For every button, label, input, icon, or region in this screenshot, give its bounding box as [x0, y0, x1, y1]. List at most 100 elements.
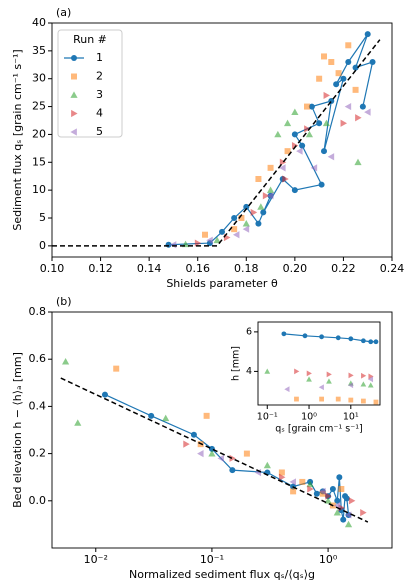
data-point [335, 335, 341, 341]
data-point [281, 331, 287, 337]
data-point [373, 399, 379, 405]
legend-label: 2 [96, 70, 103, 83]
data-point [361, 372, 367, 379]
data-point [348, 372, 354, 379]
fit-line [60, 377, 369, 523]
data-point [208, 450, 216, 457]
y-tick-label: 0 [39, 239, 46, 252]
data-point [321, 148, 327, 155]
data-point [242, 219, 250, 227]
data-point [264, 368, 271, 374]
data-point [283, 119, 292, 127]
data-point [344, 520, 353, 528]
data-point [360, 338, 366, 344]
y-tick-label: 10 [32, 183, 46, 196]
data-point [340, 75, 347, 82]
legend-marker [71, 73, 77, 80]
data-point [347, 382, 354, 389]
data-point [183, 440, 190, 448]
legend-label: 5 [96, 125, 103, 138]
data-point [274, 130, 282, 138]
data-point [190, 431, 197, 438]
data-point [243, 203, 250, 210]
plot-area [258, 322, 380, 405]
legend-marker [71, 109, 78, 118]
x-tick-label: 0.16 [185, 262, 210, 275]
data-point [318, 181, 325, 188]
data-point [279, 164, 286, 172]
data-point [345, 59, 352, 65]
data-point [344, 102, 352, 111]
data-point [306, 370, 312, 377]
data-point [278, 469, 285, 476]
data-point [319, 490, 326, 497]
data-point [278, 473, 286, 481]
panel-label: (b) [56, 295, 72, 308]
data-point [368, 339, 374, 345]
data-point [360, 381, 367, 387]
data-point [291, 141, 299, 150]
data-point [262, 192, 270, 200]
legend-marker [71, 55, 77, 61]
data-point [343, 495, 350, 502]
data-point [238, 215, 245, 221]
data-point [345, 42, 352, 49]
data-point [333, 501, 341, 510]
data-point [231, 226, 238, 233]
data-point [284, 386, 290, 393]
data-point [291, 131, 298, 138]
data-point [306, 376, 312, 382]
data-point [306, 480, 314, 488]
y-tick-label: 0.0 [29, 494, 47, 507]
y-tick-label: 35 [32, 44, 46, 57]
x-tick-label: 0.18 [234, 262, 259, 275]
y-tick-label: 30 [32, 72, 46, 85]
data-point [194, 239, 202, 247]
axes-frame [257, 321, 381, 406]
data-point [162, 414, 170, 422]
legend-box [57, 29, 123, 138]
data-point [323, 91, 331, 100]
data-point [321, 53, 327, 60]
y-tick-label: 0.6 [29, 352, 47, 365]
data-point [354, 158, 362, 166]
fit-line [52, 39, 381, 247]
data-point [327, 153, 335, 161]
data-point [74, 419, 82, 426]
data-point [229, 467, 236, 474]
data-point [202, 231, 208, 238]
data-point [373, 339, 379, 345]
x-tick-label: 10⁻¹ [200, 553, 224, 566]
x-axis-label: Normalized sediment flux qₛ/⟨qₛ⟩g [129, 568, 315, 581]
y-axis-label: h [mm] [231, 346, 242, 381]
data-point [340, 516, 347, 523]
data-point [355, 114, 362, 122]
data-point [243, 450, 250, 457]
panel-label: (a) [56, 6, 71, 19]
data-point [338, 486, 345, 492]
data-point [213, 236, 221, 244]
data-point [326, 371, 332, 378]
data-point [250, 208, 258, 217]
axes-frame [51, 22, 393, 258]
data-point [294, 396, 299, 402]
data-point [299, 478, 306, 485]
data-point [232, 231, 240, 239]
data-point [113, 365, 120, 372]
x-tick-label: 0.10 [40, 262, 65, 275]
data-point [284, 148, 291, 155]
data-point [231, 215, 238, 221]
data-point [360, 509, 367, 517]
y-axis-label: Bed elevation h − ⟨h⟩ₐ [mm] [11, 352, 24, 508]
x-tick-label: 10⁰ [301, 412, 317, 423]
data-point [217, 454, 225, 462]
data-point [333, 81, 340, 88]
y-tick-label: 4 [246, 366, 252, 377]
x-tick-label: 10⁰ [319, 553, 338, 566]
data-point [344, 511, 352, 519]
data-point [319, 396, 325, 402]
data-point [352, 64, 359, 71]
axes-frame [51, 311, 393, 549]
data-point [340, 119, 348, 127]
